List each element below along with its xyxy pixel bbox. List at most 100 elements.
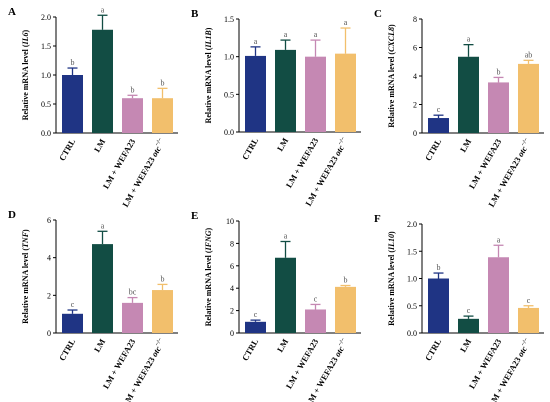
y-tick-label: 1.5: [224, 15, 234, 24]
y-tick-label: 0.0: [407, 329, 417, 338]
panel-label: D: [8, 209, 16, 221]
y-tick-label: 2: [413, 101, 417, 110]
significance-letter: b: [497, 67, 501, 76]
panel-d: D 0 2 4 6 Relative mRNA level (TNF) c a bc b CTRL L…: [8, 209, 178, 402]
significance-letter: c: [314, 294, 318, 303]
significance-letter: a: [467, 35, 471, 44]
bar: [122, 98, 143, 133]
y-tick-label: 6: [230, 262, 234, 271]
bar: [488, 257, 509, 333]
bar: [245, 55, 266, 133]
x-tick-label-text: CTRL: [240, 136, 261, 162]
panel-label: B: [191, 8, 199, 20]
x-tick-label-gene: otc: [515, 344, 529, 358]
x-tick-label-text: LM: [458, 137, 474, 154]
y-tick-label: 0.0: [224, 128, 234, 137]
x-tick-label: CTRL: [240, 136, 261, 162]
y-axis-title-prefix: Relative mRNA level (: [21, 44, 30, 120]
y-tick-label: 0.5: [41, 100, 51, 109]
x-tick-label-gene: otc: [149, 344, 163, 358]
y-tick-label: 2: [47, 291, 51, 300]
x-tick-label-text: CTRL: [240, 337, 261, 363]
bar: [305, 309, 326, 333]
bar: [92, 29, 113, 133]
y-axis-title: Relative mRNA level (IL10): [387, 231, 396, 326]
x-tick-label-superscript: −/−: [337, 337, 347, 348]
significance-letter: b: [71, 58, 75, 67]
y-axis-title-prefix: Relative mRNA level (: [204, 47, 213, 123]
significance-letter: b: [344, 276, 348, 285]
x-tick-label-text: LM: [458, 337, 474, 354]
y-tick-label: 0.0: [41, 129, 51, 138]
significance-letter: a: [284, 30, 288, 39]
x-tick-label: LM: [458, 337, 474, 354]
panel-f: F 0.0 0.5 1.0 1.5 2.0 Relative mRNA level (IL1…: [374, 213, 544, 402]
y-axis-title-suffix: ): [387, 231, 396, 234]
x-tick-label: CTRL: [57, 137, 78, 163]
bar: [122, 302, 143, 333]
y-tick-label: 4: [47, 254, 51, 263]
significance-letter: c: [527, 296, 531, 305]
bar: [335, 286, 356, 333]
significance-letter: a: [101, 221, 105, 230]
bar: [245, 321, 266, 333]
y-tick-label: 2.0: [41, 13, 51, 22]
y-tick-label: 6: [47, 216, 51, 225]
y-axis-title-suffix: ): [387, 24, 396, 27]
significance-letter: b: [437, 263, 441, 272]
x-tick-label-text: CTRL: [57, 337, 78, 363]
panel-label: A: [8, 6, 16, 18]
y-tick-label: 1.0: [224, 53, 234, 62]
y-tick-label: 1.5: [407, 247, 417, 256]
significance-letter: bc: [129, 288, 137, 297]
significance-letter: c: [467, 306, 471, 315]
y-axis-title-gene: IL1B: [204, 30, 213, 49]
y-axis-title-gene: TNF: [21, 231, 30, 248]
significance-letter: ab: [525, 50, 533, 59]
significance-letter: a: [101, 5, 105, 14]
x-tick-label-text: LM: [275, 337, 291, 354]
bar: [92, 244, 113, 333]
bar: [152, 98, 173, 133]
panel-e: E 0 2 4 6 8 10 Relative mRNA level (IFNG) c a c b CT…: [191, 210, 361, 402]
bar: [518, 63, 539, 134]
x-tick-label: LM: [92, 137, 108, 154]
y-axis-title-suffix: ): [204, 27, 213, 30]
x-tick-label: LM: [275, 136, 291, 153]
y-axis-title-gene: IL6: [21, 32, 30, 45]
significance-letter: c: [254, 310, 258, 319]
bar: [488, 82, 509, 133]
y-tick-label: 0.5: [407, 302, 417, 311]
x-tick-label-text: LM: [275, 136, 291, 153]
significance-letter: a: [284, 231, 288, 240]
y-tick-label: 2.0: [407, 220, 417, 229]
y-axis-title-suffix: ): [204, 227, 213, 230]
bar: [428, 118, 449, 133]
x-tick-label-superscript: −/−: [337, 136, 347, 147]
panel-label: C: [374, 8, 382, 20]
x-tick-label: CTRL: [423, 337, 444, 363]
y-tick-label: 0: [230, 329, 234, 338]
panel-b: B 0.0 0.5 1.0 1.5 Relative mRNA level (IL1B) a…: [191, 8, 361, 208]
significance-letter: c: [71, 300, 75, 309]
x-tick-label-gene: otc: [149, 144, 163, 158]
significance-letter: b: [161, 78, 165, 87]
x-tick-label: CTRL: [57, 337, 78, 363]
y-tick-label: 2: [230, 307, 234, 316]
significance-letter: a: [314, 30, 318, 39]
bar: [335, 53, 356, 132]
bar: [428, 278, 449, 333]
x-tick-label-text: CTRL: [423, 337, 444, 363]
x-tick-label-superscript: −/−: [520, 137, 530, 148]
y-tick-label: 4: [230, 284, 234, 293]
bar: [305, 56, 326, 132]
y-axis-title-suffix: ): [21, 29, 30, 32]
x-tick-label: CTRL: [240, 337, 261, 363]
significance-letter: b: [131, 85, 135, 94]
significance-letter: a: [254, 37, 258, 46]
x-tick-label-text: LM: [92, 337, 108, 354]
bar: [62, 75, 83, 133]
y-tick-label: 6: [413, 44, 417, 53]
bar: [275, 257, 296, 333]
y-axis-title: Relative mRNA level (TNF): [21, 229, 30, 324]
